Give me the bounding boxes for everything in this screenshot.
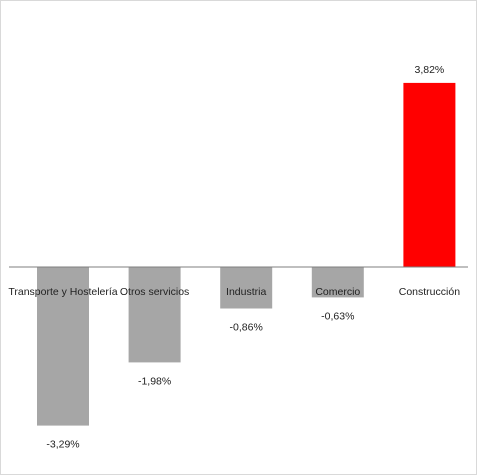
category-label-3: Comercio — [315, 286, 360, 298]
value-label-4: 3,82% — [415, 64, 445, 76]
bar-0 — [37, 267, 89, 426]
bar-2 — [220, 267, 273, 309]
labels-group: Transporte y Hostelería -3,29% Otros servi… — [8, 64, 460, 451]
category-label-2: Industria — [226, 286, 266, 298]
value-label-1: -1,98% — [138, 375, 171, 387]
bar-1 — [128, 267, 181, 363]
bar-3 — [311, 267, 364, 298]
value-label-2: -0,86% — [230, 322, 263, 334]
category-label-1: Otros servicios — [120, 286, 189, 298]
value-label-0: -3,29% — [46, 439, 79, 451]
category-label-4: Construcción — [399, 286, 460, 298]
value-label-3: -0,63% — [321, 310, 354, 322]
bar-4 — [403, 82, 456, 268]
bars-group — [37, 82, 456, 426]
category-label-0: Transporte y Hostelería — [8, 286, 117, 298]
